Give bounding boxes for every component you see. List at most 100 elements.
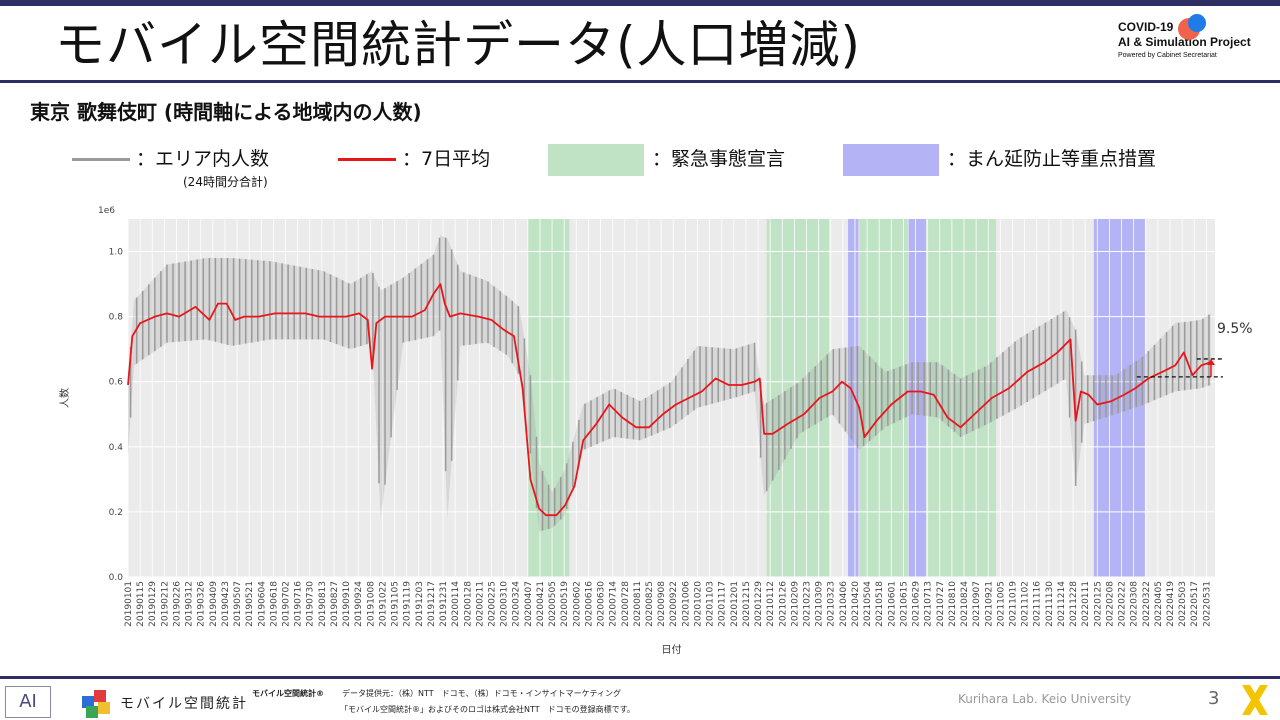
y-tick-label-3: 0.6 — [109, 378, 124, 388]
y-tick-label-0: 0.0 — [109, 573, 124, 583]
x-tick-label-27: 20200114 — [451, 581, 461, 627]
x-tick-label-58: 20210323 — [827, 581, 837, 627]
x-tick-label-2: 20190129 — [148, 581, 158, 627]
x-tick-label-39: 20200630 — [597, 581, 607, 627]
x-tick-label-85: 20220405 — [1154, 581, 1164, 627]
page-number: 3 — [1208, 688, 1220, 709]
x-tick-label-66: 20210713 — [924, 581, 934, 627]
footer-credit: Kurihara Lab. Keio University — [958, 692, 1132, 706]
x-tick-label-61: 20210504 — [863, 581, 873, 627]
covid-ai-logo: COVID-19 AI & Simulation Project Powered… — [1118, 14, 1268, 75]
header-top-bar — [0, 0, 1280, 6]
x-tick-label-15: 20190730 — [306, 581, 316, 627]
priority-period-0 — [848, 219, 859, 577]
x-tick-label-56: 20210223 — [803, 581, 813, 627]
x-tick-label-6: 20190326 — [197, 581, 207, 627]
annotation-label: 9.5% — [1217, 321, 1253, 337]
x-tick-label-65: 20210629 — [912, 581, 922, 627]
x-tick-label-48: 20201103 — [706, 581, 716, 627]
cube-icon-yellow — [98, 702, 110, 714]
x-tick-label-30: 20200225 — [487, 581, 497, 627]
x-tick-label-71: 20210921 — [984, 581, 994, 627]
x-tick-label-26: 20191231 — [439, 581, 449, 627]
x-tick-label-75: 20211116 — [1033, 581, 1043, 627]
avg-7day-line — [127, 283, 1211, 517]
x-tick-label-72: 20211005 — [996, 581, 1006, 627]
cube-icon-red — [94, 690, 106, 702]
legend-raw: ：エリア内人数 — [72, 142, 332, 178]
x-tick-label-36: 20200519 — [560, 581, 570, 627]
x-tick-label-54: 20210126 — [778, 581, 788, 627]
x-tick-label-63: 20210601 — [887, 581, 897, 627]
x-tick-label-55: 20210209 — [790, 581, 800, 627]
x-tick-label-32: 20200324 — [512, 581, 522, 627]
legend-avg-line — [338, 158, 396, 161]
x-tick-label-20: 20191008 — [366, 581, 376, 627]
x-tick-label-47: 20201020 — [693, 581, 703, 627]
x-tick-label-87: 20220503 — [1178, 581, 1188, 627]
y-tick-label-2: 0.4 — [109, 443, 124, 453]
y-tick-label-4: 0.8 — [109, 313, 124, 323]
x-tick-label-68: 20210810 — [948, 581, 958, 627]
x-tick-label-4: 20190226 — [172, 581, 182, 627]
y-axis-title: 人数 — [58, 388, 71, 408]
x-tick-label-82: 20220222 — [1118, 581, 1128, 627]
x-tick-label-57: 20210309 — [815, 581, 825, 627]
y-multiplier-label: 1e6 — [98, 206, 115, 216]
annotation-arrow-head — [1207, 358, 1215, 365]
x-tick-label-46: 20201006 — [681, 581, 691, 627]
logo-line-3: Powered by Cabinet Secretariat — [1118, 52, 1217, 59]
x-tick-label-7: 20190409 — [209, 581, 219, 627]
x-tick-label-77: 20211214 — [1057, 581, 1067, 627]
x-tick-label-70: 20210907 — [972, 581, 982, 627]
x-tick-label-13: 20190702 — [282, 581, 292, 627]
footer-reg-name: モバイル空間統計® — [252, 689, 324, 698]
raw-count-line — [129, 237, 1210, 531]
y-tick-label-1: 0.2 — [109, 508, 123, 518]
x-tick-label-16: 20190813 — [318, 581, 328, 627]
x-tick-label-53: 20210112 — [766, 581, 776, 627]
legend-raw-line — [72, 158, 130, 161]
x-tick-label-0: 20190101 — [124, 581, 134, 627]
x-tick-label-10: 20190521 — [245, 581, 255, 627]
x-tick-label-33: 20200407 — [524, 581, 534, 627]
x-tick-label-5: 20190312 — [185, 581, 195, 627]
legend-priority: ：まん延防止等重点措置 — [843, 142, 1223, 178]
x-tick-label-67: 20210727 — [936, 581, 946, 627]
x-tick-label-24: 20191203 — [415, 581, 425, 627]
legend-emergency-label: ：緊急事態宣言 — [652, 148, 786, 170]
cube-icon-blue — [82, 696, 94, 708]
x-tick-label-79: 20220111 — [1081, 581, 1091, 627]
y-tick-label-5: 1.0 — [109, 248, 124, 258]
x-tick-label-35: 20200505 — [548, 581, 558, 627]
x-tick-label-18: 20190910 — [342, 581, 352, 627]
x-tick-label-37: 20200602 — [572, 581, 582, 627]
x-tick-label-60: 20210420 — [851, 581, 861, 627]
lab-mark-icon: AI — [5, 686, 51, 718]
x-tick-label-12: 20190618 — [269, 581, 279, 627]
x-tick-label-9: 20190507 — [233, 581, 243, 627]
x-tick-label-73: 20211019 — [1008, 581, 1018, 627]
x-tick-label-69: 20210824 — [960, 581, 970, 627]
x-tick-label-42: 20200811 — [633, 581, 643, 627]
x-tick-label-86: 20220419 — [1166, 581, 1176, 627]
x-tick-label-78: 20211228 — [1069, 581, 1079, 627]
x-tick-label-45: 20200922 — [669, 581, 679, 627]
x-tick-label-50: 20201201 — [730, 581, 740, 627]
footer-divider — [0, 676, 1280, 679]
x-tick-label-28: 20200128 — [463, 581, 473, 627]
page-title: モバイル空間統計データ(人口増減) — [55, 16, 862, 74]
x-tick-label-19: 20190924 — [354, 581, 364, 627]
x-tick-label-31: 20200310 — [500, 581, 510, 627]
x-tick-label-43: 20200825 — [645, 581, 655, 627]
x-logo-icon — [1242, 685, 1268, 715]
x-tick-label-49: 20201117 — [718, 581, 728, 627]
x-tick-label-1: 20190115 — [136, 581, 146, 627]
x-tick-label-22: 20191105 — [391, 581, 401, 627]
x-tick-label-40: 20200714 — [609, 581, 619, 627]
x-tick-label-44: 20200908 — [657, 581, 667, 627]
legend-raw-label: ：エリア内人数 — [136, 148, 270, 170]
legend-emergency-swatch — [548, 144, 644, 176]
x-tick-label-41: 20200728 — [621, 581, 631, 627]
